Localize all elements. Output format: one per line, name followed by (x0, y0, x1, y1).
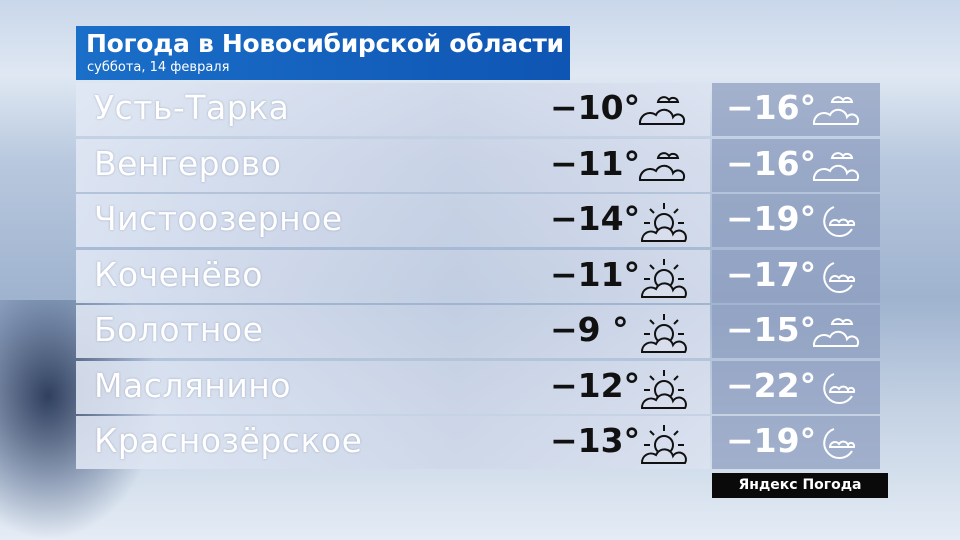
day-temperature: −10° (550, 88, 641, 127)
table-row: Усть-Тарка −10° −16° (76, 82, 880, 138)
night-cell (712, 138, 880, 192)
night-temperature: −15° (726, 310, 817, 349)
table-row: Венгерово −11° −16° (76, 138, 880, 194)
city-name: Болотное (94, 310, 264, 349)
city-name: Венгерово (94, 143, 282, 183)
day-cell (76, 360, 710, 414)
day-cell (76, 194, 710, 247)
table-row: Болотное −9 ° −15° (76, 304, 880, 360)
cloudy-icon (812, 96, 860, 125)
brand-label: Яндекс Погода (712, 473, 888, 498)
night-temperature: −17° (726, 254, 817, 294)
city-name: Краснозёрское (94, 421, 363, 460)
night-temperature: −19° (726, 421, 817, 460)
night-temperature: −16° (726, 143, 817, 183)
day-cell (76, 416, 710, 469)
cloudy-icon (812, 151, 860, 181)
day-cell (76, 305, 710, 358)
night-cell (712, 305, 880, 358)
city-name: Усть-Тарка (94, 88, 290, 127)
partly-cloudy-day-icon (641, 369, 687, 409)
forecast-table: Усть-Тарка −10° −16° Венгерово −11° −16°… (76, 82, 880, 471)
table-row: Чистоозерное −14° −19° (76, 193, 880, 249)
day-temperature: −12° (550, 365, 641, 405)
day-temperature: −9 ° (550, 310, 629, 349)
title-banner: Погода в Новосибирской области суббота, … (76, 26, 570, 80)
day-cell (76, 83, 710, 136)
table-row: Краснозёрское −13° −19° (76, 415, 880, 471)
partly-cloudy-night-icon (823, 261, 856, 293)
page-title: Погода в Новосибирской области (86, 29, 564, 58)
partly-cloudy-day-icon (641, 425, 687, 464)
partly-cloudy-night-icon (823, 206, 856, 238)
day-temperature: −13° (550, 421, 641, 460)
partly-cloudy-day-icon (641, 258, 687, 298)
cloudy-icon (812, 318, 860, 347)
cloudy-icon (638, 96, 686, 125)
day-cell (76, 138, 710, 192)
city-name: Коченёво (94, 254, 263, 294)
cloudy-icon (638, 151, 686, 181)
table-row: Коченёво −11° −17° (76, 249, 880, 305)
partly-cloudy-day-icon (641, 203, 687, 242)
city-name: Маслянино (94, 365, 292, 405)
day-temperature: −11° (550, 254, 641, 294)
night-temperature: −16° (726, 88, 817, 127)
date-subtitle: суббота, 14 февраля (87, 60, 230, 75)
city-name: Чистоозерное (94, 199, 343, 238)
day-temperature: −11° (550, 143, 641, 183)
table-row: Маслянино −12° −22° (76, 360, 880, 416)
partly-cloudy-day-icon (641, 314, 687, 353)
partly-cloudy-night-icon (823, 372, 856, 404)
night-temperature: −19° (726, 199, 817, 238)
partly-cloudy-night-icon (823, 428, 856, 460)
day-temperature: −14° (550, 199, 641, 238)
night-temperature: −22° (726, 365, 817, 405)
night-cell (712, 83, 880, 136)
day-cell (76, 249, 710, 303)
